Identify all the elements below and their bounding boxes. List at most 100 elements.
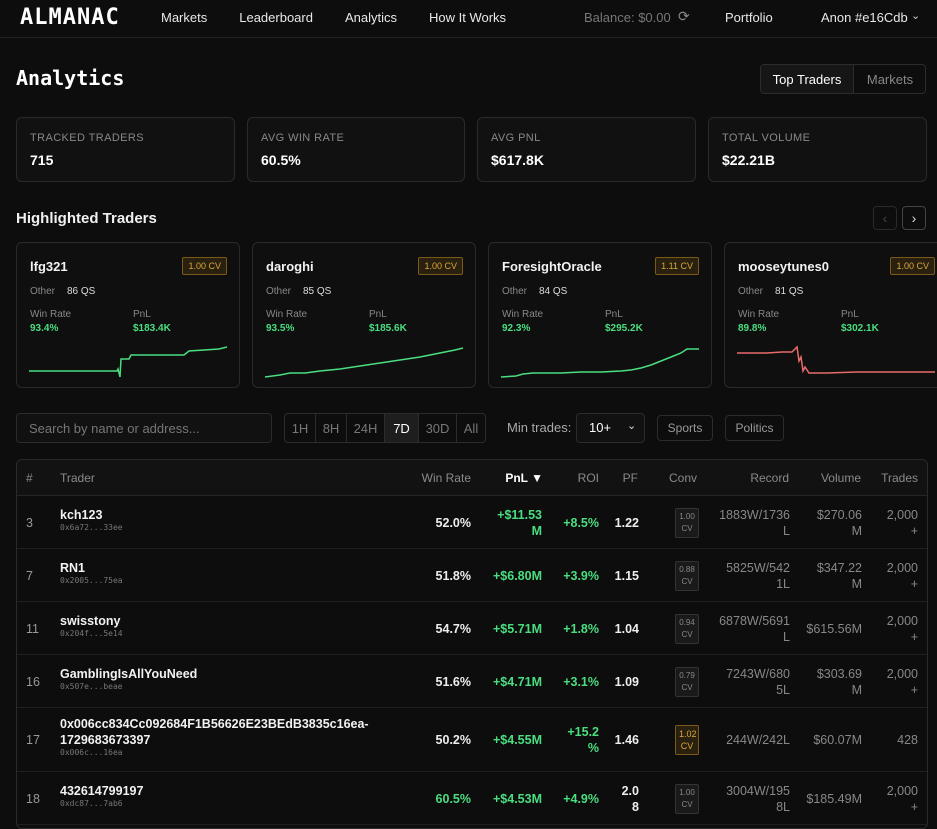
rank: 3 — [26, 515, 33, 530]
win-rate: 60.5% — [435, 791, 471, 806]
stat-card-avg-win-rate: AVG WIN RATE 60.5% — [247, 117, 465, 182]
pnl-value: $183.4K — [133, 323, 171, 334]
col-volume[interactable]: Volume — [820, 471, 861, 485]
record: 5825W/542 1L — [726, 560, 790, 591]
col-rank[interactable]: # — [26, 471, 33, 485]
trader-card[interactable]: daroghi 1.00 CV Other 85 QS Win Rate 93.… — [252, 242, 476, 388]
conviction-badge: 1.00 CV — [675, 507, 699, 538]
trader-name[interactable]: 432614799197 — [60, 783, 144, 798]
min-trades-select[interactable] — [576, 413, 645, 443]
profit-factor: 2.0 8 — [621, 783, 639, 814]
carousel-prev-button[interactable]: ‹ — [873, 206, 897, 230]
col-pnl[interactable]: PnL ▼ — [505, 471, 543, 485]
quality-score: 86 QS — [67, 286, 96, 297]
roi: +8.5% — [563, 515, 599, 530]
chevron-down-icon[interactable]: ⌄ — [627, 420, 637, 432]
rank: 7 — [26, 568, 33, 583]
top-nav-bar: ALMANAC Markets Leaderboard Analytics Ho… — [0, 0, 937, 38]
trader-category: Other — [738, 286, 764, 297]
quality-score: 84 QS — [539, 286, 568, 297]
cv-badge: 1.11 CV — [655, 257, 699, 275]
roi: +15.2% — [567, 725, 599, 755]
volume: $185.49M — [806, 791, 862, 806]
win-rate: 50.2% — [435, 733, 471, 747]
table-row[interactable]: 11 swisstony 0x204f...5e14 54.7% +$5.71M +1.8… — [17, 602, 927, 655]
trader-name[interactable]: kch123 — [60, 507, 103, 522]
col-trades[interactable]: Trades — [881, 471, 918, 485]
record: 244W/242L — [726, 733, 790, 747]
trader-name[interactable]: 0x006cc834Cc092684F1B56626E23BEdB3835c16… — [60, 717, 369, 747]
profit-factor: 1.09 — [614, 674, 639, 689]
trader-name[interactable]: GamblingIsAllYouNeed — [60, 666, 198, 681]
col-roi[interactable]: ROI — [577, 471, 599, 485]
table-row[interactable]: 18 432614799197 0xdc87...7ab6 60.5% +$4.53M +… — [17, 772, 927, 825]
pnl-value: $302.1K — [841, 323, 879, 334]
roi: +4.9% — [563, 791, 599, 806]
traders-table: # Trader Win Rate PnL ▼ ROI PF Conv Reco… — [16, 459, 928, 829]
page-title: Analytics — [16, 66, 125, 90]
trader-card[interactable]: ForesightOracle 1.11 CV Other 84 QS Win … — [488, 242, 712, 388]
nav-how-it-works[interactable]: How It Works — [429, 10, 507, 25]
period-8h[interactable]: 8H — [316, 414, 347, 442]
trader-name[interactable]: RN1 — [60, 560, 86, 575]
col-record[interactable]: Record — [750, 471, 789, 485]
pnl: +$4.71M — [493, 674, 542, 689]
nav-markets[interactable]: Markets — [161, 10, 208, 25]
nav-portfolio[interactable]: Portfolio — [725, 10, 773, 25]
period-selector: 1H 8H 24H 7D 30D All — [284, 413, 486, 443]
trader-name[interactable]: swisstony — [60, 613, 121, 628]
search-input[interactable] — [16, 413, 272, 443]
win-rate-value: 92.3% — [502, 323, 531, 334]
trades: 2,000 + — [886, 613, 918, 644]
win-rate: 52.0% — [435, 515, 471, 530]
stat-label: TRACKED TRADERS — [30, 132, 144, 144]
trader-name: mooseytunes0 — [738, 259, 830, 274]
col-conv[interactable]: Conv — [669, 471, 698, 485]
cv-badge: 1.00 CV — [890, 257, 935, 275]
record: 6878W/5691 L — [719, 613, 790, 644]
trader-name: daroghi — [266, 259, 314, 274]
min-trades-value[interactable]: 10+ — [589, 420, 612, 435]
win-rate-label: Win Rate — [502, 309, 544, 320]
user-menu[interactable]: Anon #e16Cdb — [821, 10, 908, 25]
period-30d[interactable]: 30D — [419, 414, 457, 442]
rank: 16 — [26, 674, 40, 689]
win-rate-value: 93.4% — [30, 323, 59, 334]
period-1h[interactable]: 1H — [285, 414, 316, 442]
table-row[interactable]: 3 kch123 0x6a72...33ee 52.0% +$11.53 M +8.5% 1.… — [17, 496, 927, 549]
trader-category: Other — [502, 286, 528, 297]
filter-chip-sports[interactable]: Sports — [657, 415, 713, 441]
table-header: # Trader Win Rate PnL ▼ ROI PF Conv Reco… — [17, 460, 927, 496]
pnl: +$4.55M — [493, 733, 542, 747]
rank: 17 — [26, 733, 40, 747]
carousel-next-button[interactable]: › — [902, 206, 926, 230]
col-trader[interactable]: Trader — [60, 471, 95, 485]
refresh-icon[interactable]: ⟳ — [678, 8, 690, 24]
conviction-badge: 0.94 CV — [675, 613, 699, 644]
period-all[interactable]: All — [463, 420, 479, 436]
nav-leaderboard[interactable]: Leaderboard — [239, 10, 313, 25]
quality-score: 85 QS — [303, 286, 332, 297]
period-24h[interactable]: 24H — [347, 414, 385, 442]
tab-markets[interactable]: Markets — [866, 71, 914, 87]
tab-top-traders[interactable]: Top Traders — [761, 65, 854, 93]
trader-card[interactable]: mooseytunes0 1.00 CV Other 81 QS Win Rat… — [724, 242, 937, 388]
pnl-sparkline — [265, 347, 464, 378]
trader-card[interactable]: lfg321 1.00 CV Other 86 QS Win Rate 93.4… — [16, 242, 240, 388]
table-row[interactable]: 7 RN1 0x2005...75ea 51.8% +$6.80M +3.9% 1.15 0.… — [17, 549, 927, 602]
table-row[interactable]: 16 GamblingIsAllYouNeed 0x507e...beae 51.6%… — [17, 655, 927, 708]
filter-chip-politics[interactable]: Politics — [725, 415, 784, 441]
min-trades-label: Min trades: — [507, 420, 572, 435]
logo[interactable]: ALMANAC — [20, 5, 120, 30]
stat-value: 60.5% — [261, 152, 301, 168]
volume: $60.07M — [813, 733, 862, 747]
col-pf[interactable]: PF — [622, 471, 638, 485]
table-row[interactable]: 17 0x006cc834Cc092684F1B56626E23BEdB3835c… — [17, 708, 927, 772]
cv-badge: 1.00 CV — [418, 257, 463, 275]
nav-analytics[interactable]: Analytics — [344, 10, 397, 25]
period-7d[interactable]: 7D — [385, 414, 419, 442]
col-win-rate[interactable]: Win Rate — [421, 471, 471, 485]
pnl: +$5.71M — [493, 621, 542, 636]
pnl-value: $295.2K — [605, 323, 643, 334]
chevron-down-icon[interactable]: ⌄ — [911, 10, 921, 22]
